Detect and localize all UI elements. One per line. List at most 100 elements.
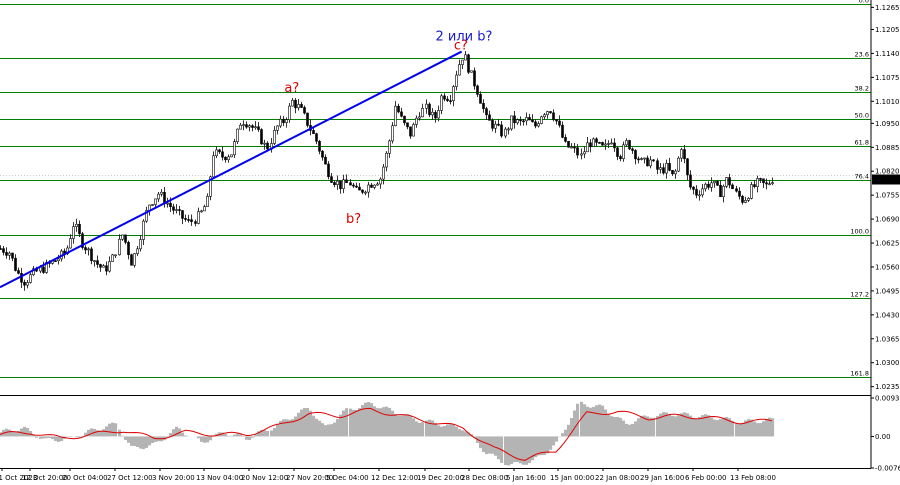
candle-body (455, 74, 458, 87)
oscillator-bar (57, 436, 61, 442)
oscillator-bar (421, 422, 425, 437)
candle-body (449, 100, 452, 102)
time-tick-label: 27 Nov 20:00 (286, 474, 333, 482)
oscillator-bar (428, 419, 432, 437)
oscillator-bar (704, 414, 708, 437)
oscillator-bar (14, 432, 18, 437)
oscillator-bar (26, 428, 30, 437)
oscillator-bar (54, 436, 58, 441)
candle-body (540, 116, 543, 124)
oscillator-bar (327, 424, 331, 437)
oscillator-bar (166, 436, 170, 438)
candle-body (364, 191, 367, 194)
candle-body (753, 184, 756, 187)
candle-body (96, 260, 99, 265)
oscillator-bar (665, 412, 669, 437)
candle-body (534, 121, 537, 127)
candle-body (221, 151, 224, 158)
oscillator-bar (206, 436, 210, 443)
oscillator-bar (619, 417, 623, 437)
time-tick-label: 6 Feb 00:00 (685, 474, 726, 482)
candle-body (212, 155, 215, 178)
candle-body (99, 264, 102, 268)
candle-body (330, 176, 333, 183)
candle-body (194, 221, 197, 224)
oscillator-bar (254, 434, 258, 437)
candle-body (583, 151, 586, 155)
oscillator-bar (87, 429, 91, 437)
oscillator-bar (613, 416, 617, 437)
oscillator-bar (339, 414, 343, 437)
oscillator-bar (181, 432, 185, 437)
oscillator-bar (707, 415, 711, 437)
oscillator-bar (494, 436, 498, 456)
candle-body (649, 159, 652, 167)
oscillator-bar (382, 407, 386, 437)
price-tick-label: 1.0300 (875, 359, 900, 367)
oscillator-bar (114, 423, 118, 437)
oscillator-bar (51, 436, 55, 440)
candle-body (367, 184, 370, 193)
candle-body (209, 176, 212, 197)
fib-level-label: 161.8 (850, 370, 869, 378)
oscillator-bar (713, 419, 717, 437)
time-tick-label: 12 Dec 12:00 (371, 474, 418, 482)
oscillator-bar (300, 409, 304, 437)
oscillator-bar (528, 436, 532, 463)
price-tick-label: 1.0950 (875, 120, 900, 128)
oscillator-bar (580, 401, 584, 437)
candle-body (646, 157, 649, 167)
oscillator-bar (531, 436, 535, 461)
oscillator-bar (589, 407, 593, 437)
candle-body (200, 210, 203, 213)
oscillator-bar (102, 429, 106, 437)
oscillator-bar (415, 421, 419, 437)
candle-body (616, 147, 619, 157)
candle-body (257, 126, 260, 130)
oscillator-bar (555, 436, 559, 442)
oscillator-bar (583, 404, 587, 437)
candle-body (744, 200, 747, 203)
oscillator-bar (130, 436, 134, 446)
oscillator-bar (637, 418, 641, 437)
price-candles (0, 50, 774, 291)
candle-body (333, 182, 336, 186)
candle-body (656, 160, 659, 170)
candle-body (692, 186, 695, 190)
time-tick-label: 19 Dec 20:00 (417, 474, 464, 482)
candle-body (671, 169, 674, 175)
candle-body (87, 248, 90, 251)
candle-body (549, 111, 552, 114)
oscillator-bar (376, 408, 380, 437)
oscillator-bar (464, 431, 468, 437)
candle-body (72, 226, 75, 239)
candle-body (652, 159, 655, 162)
candle-body (488, 114, 491, 121)
candle-body (11, 252, 14, 259)
candle-body (415, 117, 418, 125)
oscillator-bar (248, 436, 252, 440)
oscillator-bar (497, 436, 501, 460)
candle-body (409, 126, 412, 137)
price-tick-label: 1.0365 (875, 335, 900, 343)
oscillator-bar (561, 433, 565, 437)
candle-body (160, 191, 163, 195)
price-tick-label: 1.0560 (875, 263, 900, 271)
oscillator-bar (573, 410, 577, 437)
candle-body (69, 238, 72, 249)
candle-body (701, 188, 704, 196)
candle-body (613, 142, 616, 149)
candle-body (686, 158, 689, 176)
oscillator-bar (306, 408, 310, 437)
wave-label: b? (346, 212, 361, 227)
candle-body (500, 124, 503, 137)
time-tick-label: 15 Jan 00:00 (550, 474, 594, 482)
candle-body (573, 146, 576, 149)
candle-body (172, 206, 175, 211)
time-tick-label: 22 Jan 08:00 (595, 474, 639, 482)
candle-body (437, 110, 440, 119)
candle-body (373, 184, 376, 188)
oscillator-bar (656, 416, 660, 437)
oscillator-bar (270, 430, 274, 437)
